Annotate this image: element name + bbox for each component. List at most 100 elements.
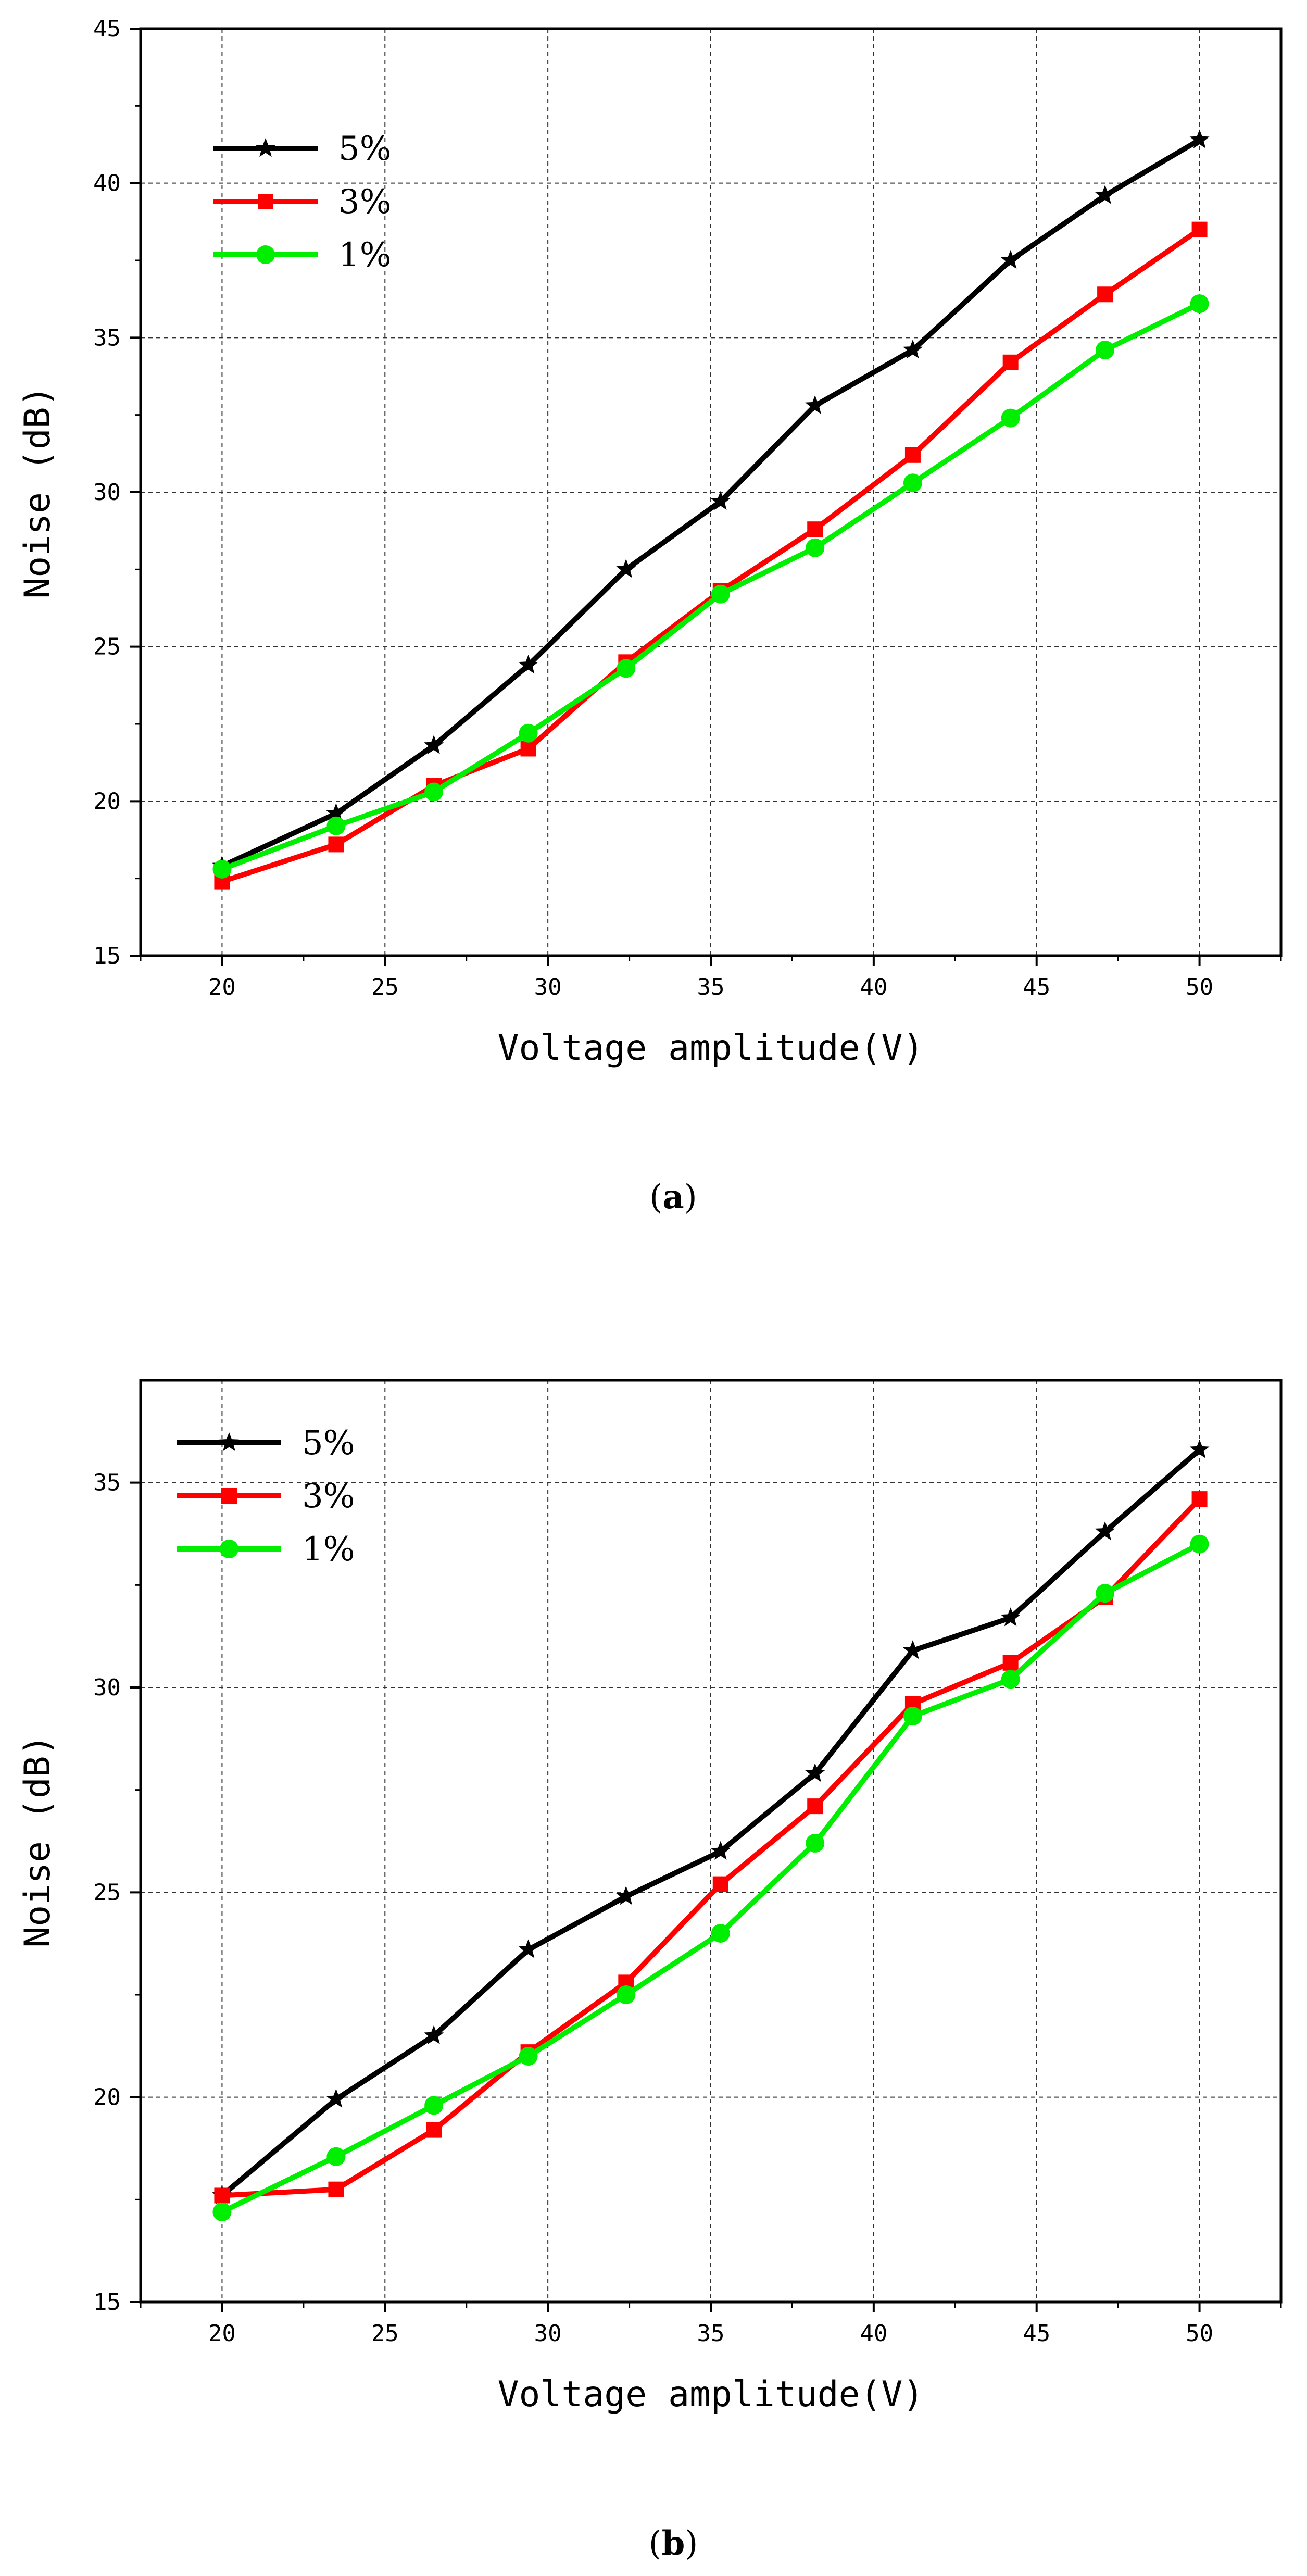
data-point bbox=[1096, 341, 1115, 360]
x-tick-label: 40 bbox=[860, 2320, 887, 2347]
y-tick-label: 20 bbox=[93, 2084, 121, 2111]
x-tick-label: 20 bbox=[208, 2320, 236, 2347]
x-tick-label: 30 bbox=[534, 2320, 562, 2347]
legend-marker bbox=[221, 1488, 237, 1504]
x-tick-label: 20 bbox=[208, 974, 236, 1001]
x-tick-label: 35 bbox=[697, 2320, 725, 2347]
series-2 bbox=[212, 294, 1209, 879]
legend-label: 3% bbox=[338, 183, 392, 221]
data-point bbox=[426, 2122, 442, 2138]
data-point bbox=[424, 2096, 444, 2115]
data-point bbox=[904, 447, 921, 463]
y-tick-label: 30 bbox=[93, 479, 121, 506]
y-tick-label: 35 bbox=[93, 324, 121, 351]
data-point bbox=[424, 735, 444, 754]
data-point bbox=[903, 1707, 922, 1726]
x-axis-title: Voltage amplitude(V) bbox=[498, 1028, 924, 1069]
data-point bbox=[326, 2089, 346, 2108]
data-point bbox=[710, 491, 731, 510]
data-point bbox=[518, 655, 538, 674]
y-tick-label: 15 bbox=[93, 943, 121, 969]
data-point bbox=[710, 1841, 731, 1860]
data-point bbox=[1002, 354, 1019, 370]
y-tick-label: 20 bbox=[93, 788, 121, 815]
legend-marker bbox=[219, 1432, 239, 1452]
legend-item: 1% bbox=[213, 236, 392, 274]
y-axis-title: Noise (dB) bbox=[17, 385, 58, 598]
data-point bbox=[328, 2181, 344, 2197]
x-tick-label: 45 bbox=[1023, 974, 1050, 1001]
caption-open-paren: ( bbox=[649, 1178, 662, 1217]
series-2 bbox=[212, 1534, 1209, 2221]
x-axis-title: Voltage amplitude(V) bbox=[498, 2374, 924, 2415]
legend-label: 5% bbox=[302, 1424, 355, 1462]
legend-item: 3% bbox=[177, 1477, 355, 1516]
data-point bbox=[518, 1939, 538, 1958]
data-point bbox=[711, 1924, 730, 1943]
data-point bbox=[616, 559, 636, 578]
caption-close-paren: ) bbox=[685, 2524, 698, 2563]
data-point bbox=[902, 340, 923, 359]
caption-letter: a bbox=[662, 1178, 684, 1217]
legend-item: 5% bbox=[177, 1424, 355, 1462]
y-tick-label: 40 bbox=[93, 170, 121, 197]
data-point bbox=[712, 1876, 728, 1892]
legend-item: 1% bbox=[177, 1530, 355, 1569]
data-point bbox=[1001, 1670, 1020, 1689]
data-point bbox=[519, 723, 538, 743]
y-tick-label: 15 bbox=[93, 2289, 121, 2316]
data-point bbox=[805, 395, 825, 414]
x-tick-label: 45 bbox=[1023, 2320, 1050, 2347]
y-tick-label: 25 bbox=[93, 1879, 121, 1906]
y-tick-label: 45 bbox=[93, 16, 121, 42]
data-point bbox=[326, 816, 346, 835]
series-line bbox=[221, 1542, 1201, 2215]
x-tick-label: 35 bbox=[697, 974, 725, 1001]
data-point bbox=[326, 803, 346, 822]
x-tick-label: 50 bbox=[1186, 974, 1213, 1001]
y-tick-label: 30 bbox=[93, 1674, 121, 1701]
caption-letter: b bbox=[662, 2524, 685, 2563]
data-point bbox=[328, 836, 344, 853]
x-tick-label: 25 bbox=[371, 974, 399, 1001]
data-point bbox=[1190, 1534, 1209, 1554]
legend-label: 1% bbox=[302, 1530, 355, 1569]
legend-label: 1% bbox=[338, 236, 392, 274]
data-point bbox=[617, 659, 636, 678]
data-point bbox=[520, 741, 536, 757]
y-tick-label: 25 bbox=[93, 634, 121, 660]
data-point bbox=[1095, 185, 1115, 204]
x-tick-label: 40 bbox=[860, 974, 887, 1001]
data-point bbox=[519, 2047, 538, 2066]
x-tick-label: 30 bbox=[534, 974, 562, 1001]
x-tick-label: 50 bbox=[1186, 2320, 1213, 2347]
data-point bbox=[1095, 1521, 1115, 1541]
data-point bbox=[616, 1886, 636, 1905]
chart-a: 20 25 30 35 40 45 50 15 20 25 30 35 40 45 Voltage ampl… bbox=[17, 16, 1283, 1217]
series-1 bbox=[214, 1491, 1208, 2204]
legend-item: 5% bbox=[213, 130, 392, 168]
data-point bbox=[424, 782, 444, 802]
data-point bbox=[903, 473, 922, 493]
data-point bbox=[807, 1798, 823, 1815]
data-point bbox=[212, 2202, 232, 2221]
data-point bbox=[1191, 1491, 1208, 1507]
x-tick-label: 25 bbox=[371, 2320, 399, 2347]
data-point bbox=[326, 2147, 346, 2166]
caption: (a) bbox=[649, 1178, 697, 1217]
data-point bbox=[1001, 408, 1020, 428]
data-point bbox=[1097, 286, 1113, 303]
data-point bbox=[1190, 294, 1209, 314]
data-point bbox=[807, 521, 823, 537]
data-point bbox=[805, 1763, 825, 1782]
caption: (b) bbox=[649, 2524, 698, 2563]
data-point bbox=[1096, 1584, 1115, 1603]
caption-open-paren: ( bbox=[649, 2524, 662, 2563]
legend-marker bbox=[258, 194, 273, 209]
data-point bbox=[1191, 221, 1208, 237]
data-point bbox=[902, 1640, 923, 1659]
data-point bbox=[1189, 1439, 1210, 1458]
data-point bbox=[1002, 1655, 1019, 1671]
data-point bbox=[1189, 129, 1210, 148]
